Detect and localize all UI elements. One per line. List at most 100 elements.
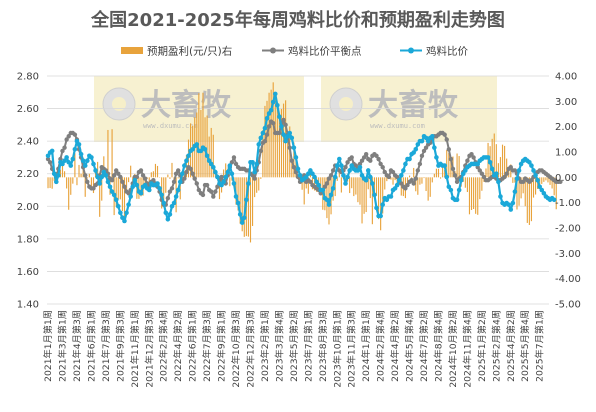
balance-point [173,171,179,176]
balance-point [411,181,416,186]
profit-bar [361,177,363,224]
ratio-point [297,173,303,178]
profit-bar [301,177,303,190]
profit-bar [369,177,371,199]
balance-point [308,179,313,185]
ratio-point [535,177,540,183]
balance-point [231,155,237,160]
profit-bar [417,177,419,195]
profit-bar [119,177,121,200]
balance-point [120,179,125,185]
balance-point [363,151,369,157]
profit-bar [303,177,305,205]
ratio-point [489,166,495,172]
ratio-point [498,194,503,199]
profit-bar [396,177,398,186]
ratio-point [223,174,228,180]
ratio-point [508,207,514,212]
y-right-tick-label: -3.00 [555,249,581,260]
ratio-point [175,187,181,193]
profit-bar [514,177,516,183]
profit-bar [508,167,510,178]
ratio-point [355,168,361,173]
profit-bar [359,177,361,205]
balance-point [417,161,423,167]
ratio-point [551,197,557,203]
ratio-point [180,171,185,177]
x-tick-label: 2021年1月第1周 [42,310,54,382]
x-tick-label: 2024年4月第2周 [389,310,401,382]
profit-bar [493,133,495,178]
ratio-point [531,168,536,173]
x-tick-label: 2023年11月第3周 [346,310,358,388]
ratio-point [413,146,419,152]
ratio-point [434,155,439,160]
profit-bar [419,177,421,185]
profit-bar [115,177,117,207]
ratio-point [349,163,355,168]
balance-point [512,168,518,173]
ratio-point [246,181,251,186]
y-right-tick-label: 1.00 [555,148,577,159]
balance-point [66,134,71,139]
profit-bar [349,177,351,194]
balance-point [293,169,299,175]
profit-bar [121,177,123,212]
ratio-point [339,163,344,168]
ratio-point [506,202,512,207]
ratio-point [496,179,501,185]
balance-point [142,176,148,181]
balance-point [442,132,447,137]
balance-point [415,168,421,173]
x-tick-label: 2024年11月第4周 [461,310,473,388]
ratio-point [289,135,295,141]
ratio-point [177,179,183,185]
profit-bar [247,177,249,237]
x-tick-label: 2022年4月第2周 [172,310,184,382]
ratio-point [293,155,299,160]
ratio-point [51,171,57,177]
balance-point [229,160,235,165]
ratio-point [72,146,78,152]
watermark-logo-inner [112,97,126,111]
balance-point [520,179,526,185]
profit-bar [423,177,425,179]
balance-point [558,179,563,185]
profit-bar [375,177,378,196]
ratio-point [107,184,113,190]
profit-bar [340,177,342,193]
profit-bar [371,177,373,225]
profit-bar [210,127,212,178]
profit-bar [553,177,555,196]
x-tick-label: 2024年8月第4周 [432,310,444,382]
balance-point [116,171,121,176]
y-left-tick-label: 2.00 [17,202,39,213]
profit-bar [516,177,518,210]
profit-bar [458,156,460,178]
ratio-point [510,200,516,206]
profit-bar [338,170,340,178]
ratio-point [312,174,317,180]
ratio-point [370,181,375,186]
ratio-point [186,153,191,159]
ratio-point [161,200,167,206]
profit-bar [473,177,475,209]
profit-bar [202,92,204,178]
profit-bar [479,177,481,200]
balance-point [508,165,513,170]
ratio-point [239,220,245,225]
ratio-point [171,200,177,206]
profit-bar [47,177,49,189]
profit-bar [334,177,336,197]
profit-bar [74,153,76,178]
profit-bar [442,163,444,178]
profit-bar [318,177,320,185]
balance-point [167,189,173,194]
profit-bar [293,142,295,178]
ratio-point [182,163,187,168]
ratio-point [208,161,214,167]
ratio-point [384,197,390,203]
profit-bar [446,149,448,178]
ratio-point [118,210,123,216]
